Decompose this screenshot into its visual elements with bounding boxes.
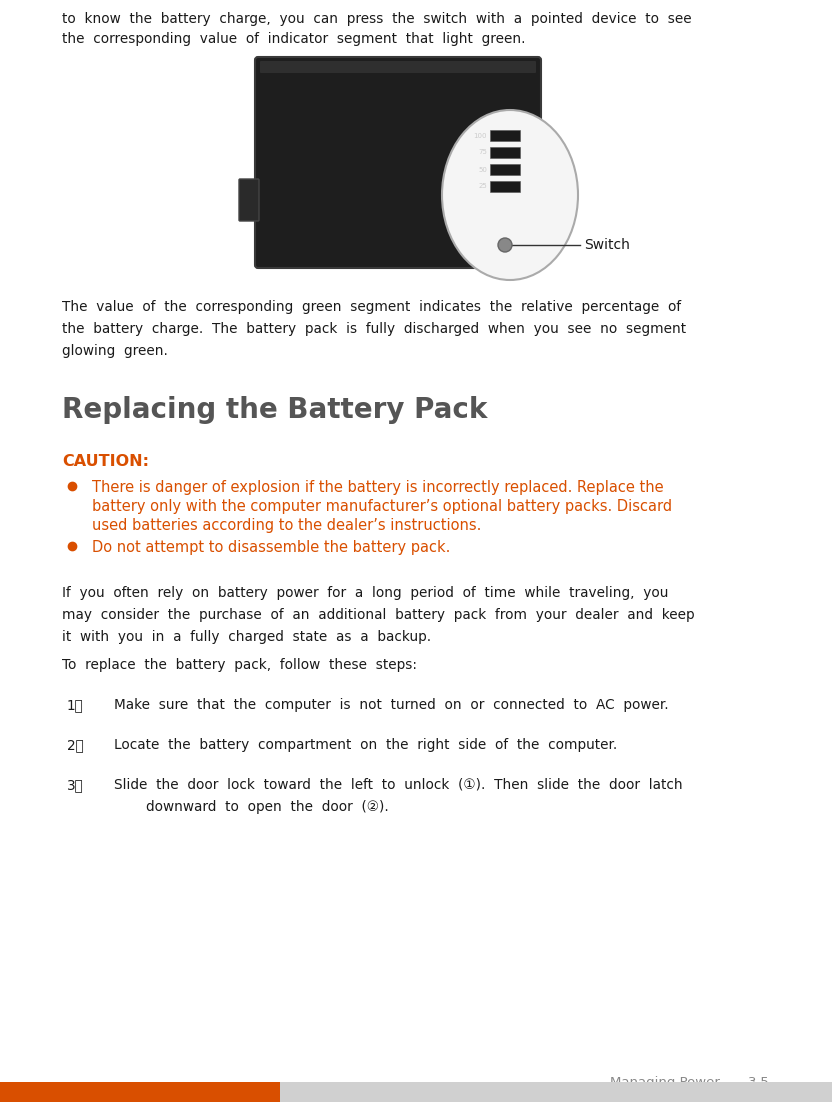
Text: 100: 100 xyxy=(473,132,487,139)
Text: 1．: 1． xyxy=(67,698,84,712)
Text: Make  sure  that  the  computer  is  not  turned  on  or  connected  to  AC  pow: Make sure that the computer is not turne… xyxy=(114,698,669,712)
Text: 25: 25 xyxy=(478,184,487,190)
Circle shape xyxy=(498,238,512,252)
FancyBboxPatch shape xyxy=(280,1082,832,1102)
FancyBboxPatch shape xyxy=(239,179,259,222)
Text: There is danger of explosion if the battery is incorrectly replaced. Replace the: There is danger of explosion if the batt… xyxy=(92,480,664,495)
FancyBboxPatch shape xyxy=(260,61,536,73)
Text: the  battery  charge.  The  battery  pack  is  fully  discharged  when  you  see: the battery charge. The battery pack is … xyxy=(62,322,686,336)
Text: may  consider  the  purchase  of  an  additional  battery  pack  from  your  dea: may consider the purchase of an addition… xyxy=(62,608,695,622)
FancyBboxPatch shape xyxy=(490,147,520,158)
FancyBboxPatch shape xyxy=(255,57,541,268)
Text: To  replace  the  battery  pack,  follow  these  steps:: To replace the battery pack, follow thes… xyxy=(62,658,417,672)
Text: Do not attempt to disassemble the battery pack.: Do not attempt to disassemble the batter… xyxy=(92,540,450,555)
Text: battery only with the computer manufacturer’s optional battery packs. Discard: battery only with the computer manufactu… xyxy=(92,499,672,514)
FancyBboxPatch shape xyxy=(490,130,520,141)
Text: Managing Power: Managing Power xyxy=(610,1076,720,1089)
FancyBboxPatch shape xyxy=(490,164,520,175)
Ellipse shape xyxy=(442,110,578,280)
Text: 3．: 3． xyxy=(67,778,84,792)
Text: Locate  the  battery  compartment  on  the  right  side  of  the  computer.: Locate the battery compartment on the ri… xyxy=(114,738,617,752)
Text: 3-5: 3-5 xyxy=(748,1076,770,1089)
Text: Switch: Switch xyxy=(584,238,630,252)
Text: The  value  of  the  corresponding  green  segment  indicates  the  relative  pe: The value of the corresponding green seg… xyxy=(62,300,681,314)
FancyBboxPatch shape xyxy=(0,1082,280,1102)
Text: glowing  green.: glowing green. xyxy=(62,344,168,358)
Text: 50: 50 xyxy=(478,166,487,173)
FancyBboxPatch shape xyxy=(490,181,520,192)
Text: it  with  you  in  a  fully  charged  state  as  a  backup.: it with you in a fully charged state as … xyxy=(62,630,431,644)
Text: 75: 75 xyxy=(478,150,487,155)
Text: CAUTION:: CAUTION: xyxy=(62,454,149,469)
Text: Replacing the Battery Pack: Replacing the Battery Pack xyxy=(62,396,488,424)
Text: If  you  often  rely  on  battery  power  for  a  long  period  of  time  while : If you often rely on battery power for a… xyxy=(62,586,668,599)
Text: downward  to  open  the  door  (②).: downward to open the door (②). xyxy=(146,800,389,814)
Text: Slide  the  door  lock  toward  the  left  to  unlock  (①).  Then  slide  the  d: Slide the door lock toward the left to u… xyxy=(114,778,682,792)
Text: used batteries according to the dealer’s instructions.: used batteries according to the dealer’s… xyxy=(92,518,482,533)
Text: the  corresponding  value  of  indicator  segment  that  light  green.: the corresponding value of indicator seg… xyxy=(62,32,526,46)
Text: to  know  the  battery  charge,  you  can  press  the  switch  with  a  pointed : to know the battery charge, you can pres… xyxy=(62,12,691,26)
Text: 2．: 2． xyxy=(67,738,84,752)
